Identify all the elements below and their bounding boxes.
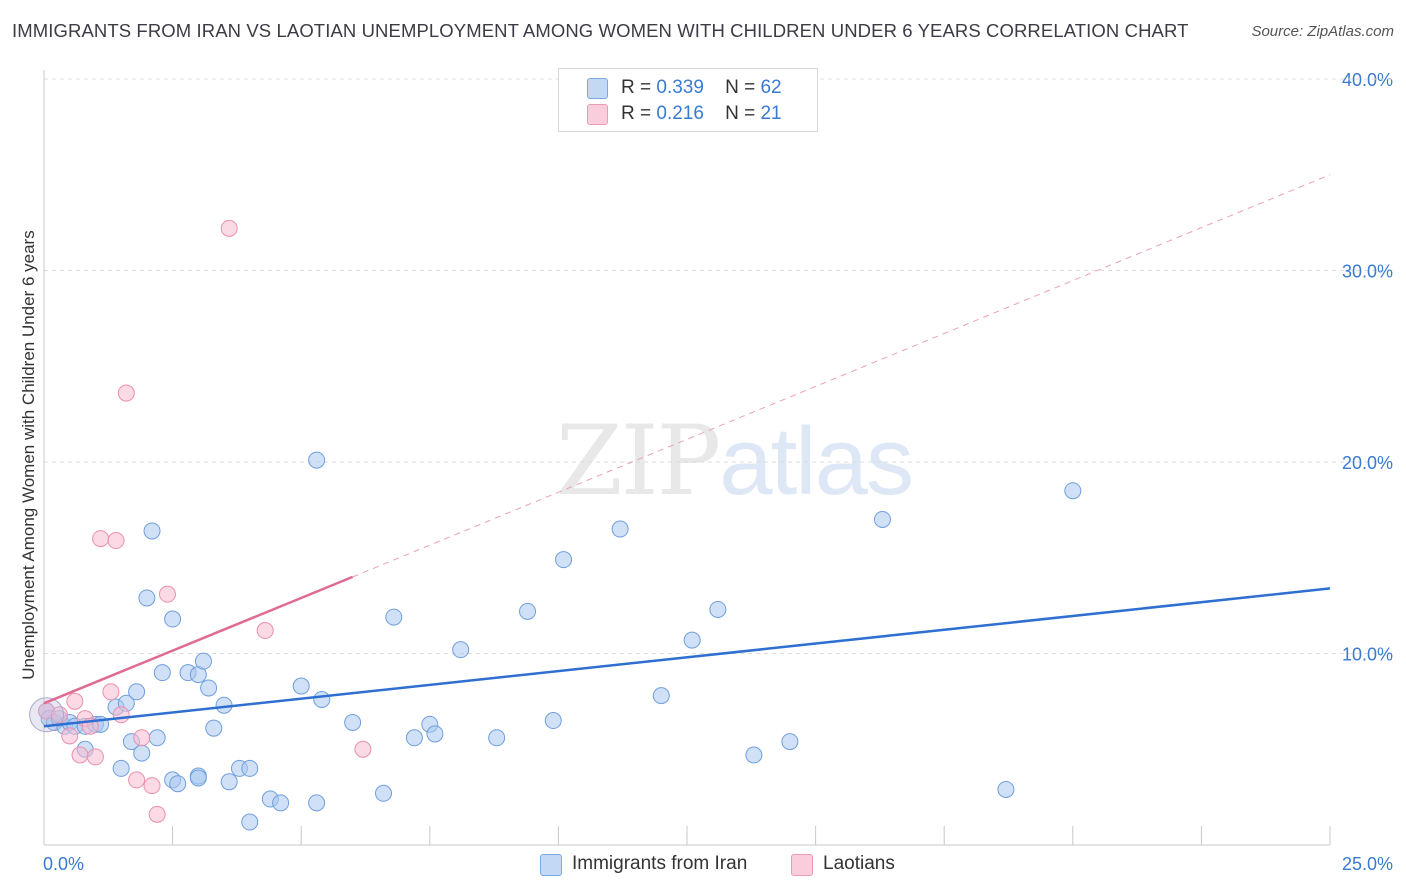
point-iran bbox=[133, 744, 151, 762]
source-credit: Source: ZipAtlas.com bbox=[1251, 23, 1394, 40]
point-iran bbox=[112, 759, 130, 777]
point-iran bbox=[138, 589, 156, 607]
legend-n-value: 62 bbox=[760, 77, 782, 98]
point-iran bbox=[205, 719, 223, 737]
legend-r-label: R = bbox=[621, 103, 652, 124]
point-laotians bbox=[220, 219, 238, 237]
y-tick-label: 40.0% bbox=[1342, 70, 1393, 90]
point-iran bbox=[405, 729, 423, 747]
trend-line-iran bbox=[43, 587, 1331, 728]
point-laotians bbox=[92, 530, 110, 548]
point-iran bbox=[344, 713, 362, 731]
point-laotians bbox=[354, 740, 372, 758]
point-iran bbox=[426, 725, 444, 743]
trend-line-laotians bbox=[43, 575, 354, 705]
point-iran bbox=[385, 608, 403, 626]
point-iran bbox=[375, 784, 393, 802]
point-iran bbox=[488, 729, 506, 747]
y-tick-label: 10.0% bbox=[1342, 645, 1393, 665]
point-iran bbox=[544, 712, 562, 730]
point-iran bbox=[308, 451, 326, 469]
legend-r-label: R = bbox=[621, 77, 652, 98]
legend-swatch-laotians bbox=[587, 104, 608, 125]
point-iran bbox=[200, 679, 218, 697]
y-axis-label: Unemployment Among Women with Children U… bbox=[19, 230, 38, 680]
y-tick-label: 30.0% bbox=[1342, 262, 1393, 282]
point-iran bbox=[781, 733, 799, 751]
point-laotians bbox=[61, 727, 79, 745]
legend-r-value: 0.339 bbox=[656, 77, 704, 98]
chart-title: IMMIGRANTS FROM IRAN VS LAOTIAN UNEMPLOY… bbox=[12, 20, 1189, 41]
point-iran bbox=[519, 602, 537, 620]
point-laotians bbox=[128, 771, 146, 789]
point-laotians bbox=[86, 748, 104, 766]
point-iran bbox=[313, 690, 331, 708]
point-laotians bbox=[133, 729, 151, 747]
legend-r-value: 0.216 bbox=[656, 103, 704, 124]
point-iran bbox=[164, 610, 182, 628]
point-iran bbox=[143, 522, 161, 540]
bottom-legend-swatch-iran bbox=[540, 854, 562, 876]
point-iran bbox=[709, 600, 727, 618]
point-iran bbox=[683, 631, 701, 649]
point-cluster bbox=[29, 697, 65, 733]
point-iran bbox=[241, 759, 259, 777]
point-iran bbox=[873, 510, 891, 528]
watermark: ZIPatlas bbox=[556, 405, 914, 517]
correlation-legend: R = 0.339 N = 62 R = 0.216 N = 21 bbox=[558, 68, 818, 132]
point-iran bbox=[220, 773, 238, 791]
point-iran bbox=[153, 664, 171, 682]
point-iran bbox=[241, 813, 259, 831]
bottom-legend-label-laotians: Laotians bbox=[823, 853, 895, 874]
point-iran bbox=[189, 769, 207, 787]
point-laotians bbox=[102, 683, 120, 701]
watermark-zip: ZIP bbox=[556, 405, 721, 517]
bottom-legend-swatch-laotians bbox=[791, 854, 813, 876]
point-iran bbox=[194, 652, 212, 670]
bottom-legend-label-iran: Immigrants from Iran bbox=[572, 853, 748, 874]
trend-line-laotians-extended bbox=[352, 174, 1331, 578]
point-laotians bbox=[148, 805, 166, 823]
point-laotians bbox=[117, 384, 135, 402]
point-iran bbox=[555, 551, 573, 569]
legend-n-label: N = bbox=[725, 77, 756, 98]
y-tick-label: 20.0% bbox=[1342, 453, 1393, 473]
point-iran bbox=[148, 729, 166, 747]
point-iran bbox=[997, 780, 1015, 798]
point-laotians bbox=[143, 777, 161, 795]
point-iran bbox=[128, 683, 146, 701]
point-iran bbox=[308, 794, 326, 812]
point-iran bbox=[652, 687, 670, 705]
point-iran bbox=[611, 520, 629, 538]
legend-swatch-iran bbox=[587, 78, 608, 99]
point-laotians bbox=[71, 746, 89, 764]
point-iran bbox=[745, 746, 763, 764]
legend-n-value: 21 bbox=[760, 103, 782, 124]
point-laotians bbox=[256, 622, 274, 640]
point-iran bbox=[169, 775, 187, 793]
legend-n-label: N = bbox=[725, 103, 756, 124]
point-laotians bbox=[66, 692, 84, 710]
point-iran bbox=[1064, 482, 1082, 500]
point-iran bbox=[272, 794, 290, 812]
point-laotians bbox=[158, 585, 176, 603]
point-iran bbox=[292, 677, 310, 695]
point-laotians bbox=[112, 706, 130, 724]
point-iran bbox=[452, 641, 470, 659]
x-tick-label: 25.0% bbox=[1342, 854, 1393, 874]
point-laotians bbox=[107, 532, 125, 550]
x-tick-label: 0.0% bbox=[43, 854, 84, 874]
